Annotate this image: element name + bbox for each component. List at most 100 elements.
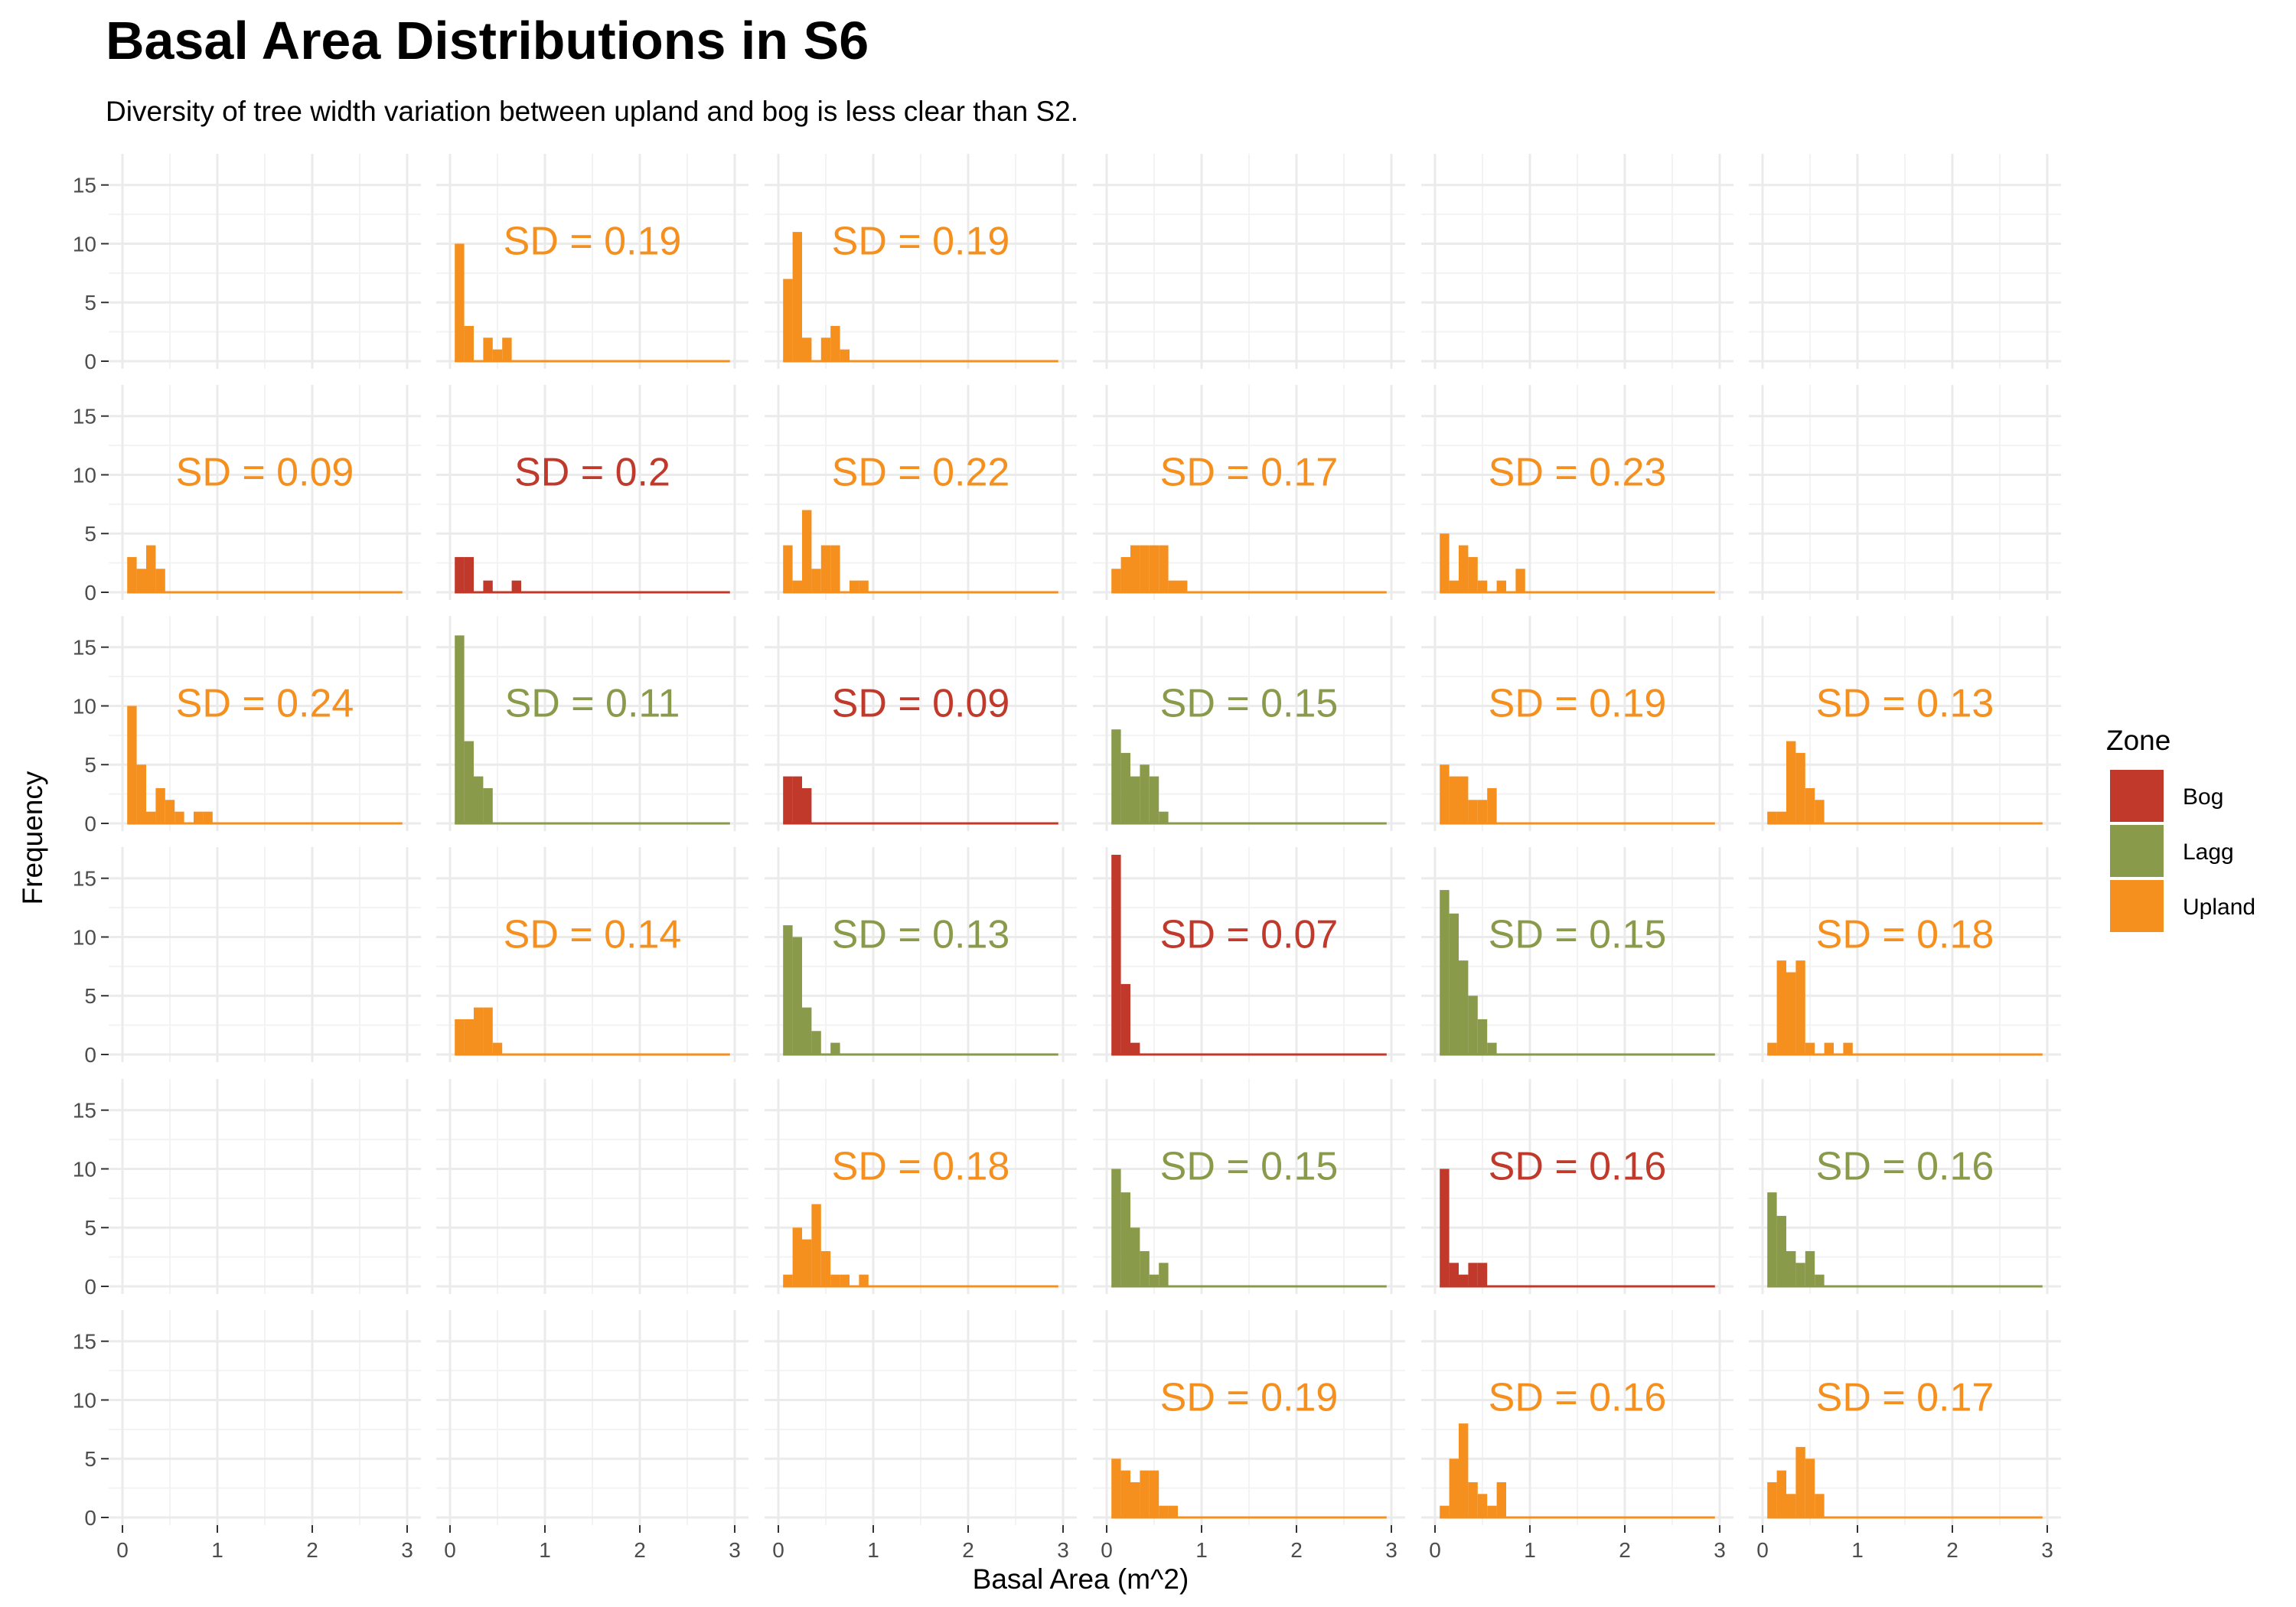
legend-title: Zone xyxy=(2106,725,2170,756)
x-tick-label: 1 xyxy=(539,1538,551,1562)
y-tick-label: 0 xyxy=(84,1275,96,1299)
histogram-bar xyxy=(792,580,802,592)
x-tick-label: 3 xyxy=(2041,1538,2053,1562)
sd-annotation: SD = 0.19 xyxy=(1160,1375,1339,1420)
histogram-bar xyxy=(1440,1169,1450,1286)
histogram-bar xyxy=(1496,580,1506,592)
histogram-bar xyxy=(1786,972,1796,1054)
facet-panel: SD = 0.15 xyxy=(1421,847,1733,1062)
histogram-bar xyxy=(1795,1263,1805,1286)
facet-panel: SD = 0.09 xyxy=(765,616,1077,831)
x-tick-label: 1 xyxy=(1195,1538,1208,1562)
histogram-bar xyxy=(1468,996,1478,1054)
histogram-bar xyxy=(1120,983,1130,1054)
facet-panel: SD = 0.11 xyxy=(436,616,748,831)
chart-title: Basal Area Distributions in S6 xyxy=(106,11,869,70)
histogram-bar xyxy=(1468,800,1478,823)
x-tick-label: 3 xyxy=(1714,1538,1726,1562)
histogram-bar xyxy=(1496,1482,1506,1517)
histogram-bar xyxy=(1477,1494,1488,1517)
histogram-bar xyxy=(1120,1192,1130,1286)
sd-annotation: SD = 0.19 xyxy=(504,219,682,263)
sd-annotation: SD = 0.17 xyxy=(1816,1375,1994,1420)
x-tick-label: 1 xyxy=(211,1538,223,1562)
sd-annotation: SD = 0.16 xyxy=(1816,1144,1994,1188)
facet-panel: SD = 0.13 xyxy=(765,847,1077,1062)
histogram-bar xyxy=(1168,1505,1178,1517)
y-tick-label: 10 xyxy=(73,1388,96,1412)
facet-panel xyxy=(436,1079,748,1294)
histogram-bar xyxy=(1487,1042,1497,1054)
sd-annotation: SD = 0.09 xyxy=(176,450,354,494)
histogram-bar xyxy=(136,569,146,592)
histogram-bar xyxy=(830,545,840,592)
y-tick-label: 10 xyxy=(73,1157,96,1181)
histogram-bar xyxy=(1815,1494,1825,1517)
sd-annotation: SD = 0.13 xyxy=(1816,681,1994,725)
y-tick-label: 0 xyxy=(84,812,96,836)
histogram-bar xyxy=(1515,569,1525,592)
histogram-bar xyxy=(840,1274,850,1286)
x-tick-label: 2 xyxy=(962,1538,974,1562)
y-tick-label: 5 xyxy=(84,1447,96,1471)
histogram-bar xyxy=(1159,545,1169,592)
histogram-bar xyxy=(483,337,493,361)
histogram-bar xyxy=(802,1007,812,1054)
histogram-bar xyxy=(1795,960,1805,1054)
histogram-bar xyxy=(455,1019,465,1054)
sd-annotation: SD = 0.24 xyxy=(176,681,354,725)
y-tick-label: 10 xyxy=(73,925,96,949)
facet-panel: SD = 0.15 xyxy=(1093,616,1405,831)
histogram-bar xyxy=(1140,545,1150,592)
histogram-bar xyxy=(1468,556,1478,592)
sd-annotation: SD = 0.19 xyxy=(1489,681,1667,725)
histogram-bar xyxy=(1111,569,1121,592)
histogram-bar xyxy=(1815,1274,1825,1286)
histogram-bar xyxy=(1776,811,1786,823)
facet-panel: SD = 0.19 xyxy=(765,154,1077,369)
histogram-bar xyxy=(1159,1505,1169,1517)
y-tick-label: 15 xyxy=(73,636,96,660)
histogram-bar xyxy=(1795,752,1805,823)
histogram-bar xyxy=(783,545,793,592)
x-tick-label: 2 xyxy=(634,1538,646,1562)
histogram-bar xyxy=(792,937,802,1054)
legend-label: Upland xyxy=(2183,895,2255,920)
histogram-bar xyxy=(174,811,184,823)
histogram-bar xyxy=(1159,811,1169,823)
x-tick-label: 1 xyxy=(1524,1538,1536,1562)
histogram-bar xyxy=(1449,1263,1459,1286)
histogram-bar xyxy=(859,1274,869,1286)
histogram-bar xyxy=(820,1250,831,1286)
facet-panel: SD = 0.19 xyxy=(1421,616,1733,831)
histogram-bar xyxy=(1440,533,1450,592)
histogram-bar xyxy=(1140,764,1150,823)
sd-annotation: SD = 0.23 xyxy=(1489,450,1667,494)
facet-panel xyxy=(1749,154,2061,369)
histogram-bar xyxy=(1487,787,1497,823)
histogram-bar xyxy=(1130,1042,1140,1054)
histogram-bar xyxy=(1149,1274,1159,1286)
y-tick-label: 0 xyxy=(84,350,96,373)
sd-annotation: SD = 0.11 xyxy=(505,681,680,725)
histogram-bar xyxy=(1459,776,1469,823)
facet-panel xyxy=(1749,385,2061,600)
histogram-bar xyxy=(155,569,165,592)
x-tick-label: 3 xyxy=(729,1538,741,1562)
sd-annotation: SD = 0.16 xyxy=(1489,1144,1667,1188)
legend: Zone Bog Lagg Upland xyxy=(2106,725,2255,932)
x-tick-label: 0 xyxy=(772,1538,784,1562)
histogram-bar xyxy=(1468,1482,1478,1517)
histogram-bar xyxy=(811,569,821,592)
sd-annotation: SD = 0.19 xyxy=(832,219,1010,263)
histogram-bar xyxy=(1767,1192,1777,1286)
histogram-bar xyxy=(455,635,465,823)
legend-swatch xyxy=(2110,770,2164,822)
x-tick-label: 3 xyxy=(1057,1538,1069,1562)
histogram-bar xyxy=(194,811,204,823)
facet-panel: SD = 0.13 xyxy=(1749,616,2061,831)
y-tick-label: 10 xyxy=(73,694,96,718)
histogram-bar xyxy=(1459,1274,1469,1286)
facet-panel: 0 1 2 3 SD = 0.19 xyxy=(1093,1310,1405,1562)
histogram-bar xyxy=(1120,556,1130,592)
